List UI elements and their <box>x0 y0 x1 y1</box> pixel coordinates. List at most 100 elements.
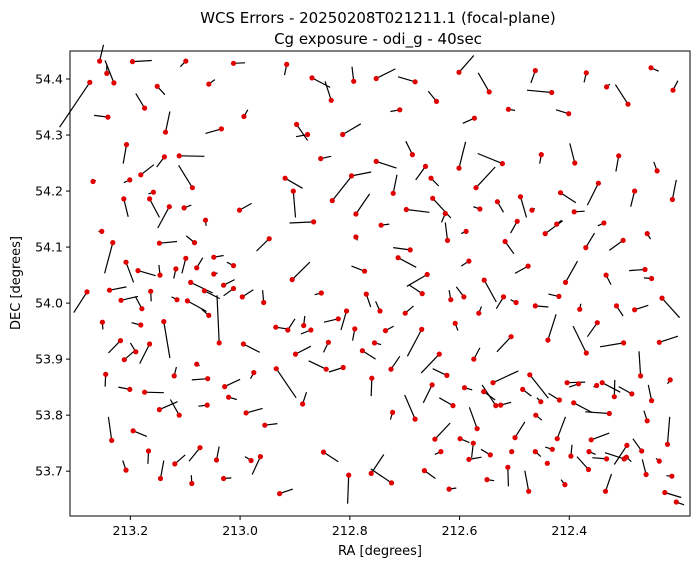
star-point <box>527 372 533 378</box>
star-point <box>632 307 638 313</box>
star-point <box>554 221 560 227</box>
error-vector <box>572 325 587 354</box>
star-point <box>463 228 469 234</box>
star-point <box>377 308 383 314</box>
star-point <box>486 89 492 95</box>
star-point <box>562 279 569 285</box>
star-point <box>284 61 290 67</box>
star-point <box>147 341 153 347</box>
error-vector <box>415 166 426 181</box>
star-point <box>436 351 442 357</box>
error-vector <box>569 143 576 164</box>
star-point <box>352 326 358 332</box>
star-point <box>664 441 671 447</box>
error-vector <box>205 128 222 134</box>
error-vector <box>362 350 376 360</box>
star-point <box>562 482 568 488</box>
star-point <box>359 348 365 354</box>
star-point <box>450 403 456 409</box>
star-point <box>448 297 454 303</box>
star-point <box>444 372 450 378</box>
error-vector <box>393 247 411 251</box>
star-point <box>129 59 136 65</box>
star-point <box>662 489 668 496</box>
error-vector <box>573 402 593 413</box>
error-vector <box>544 220 564 235</box>
star-point <box>583 70 589 76</box>
star-point <box>438 449 444 455</box>
star-point <box>514 218 520 224</box>
error-vector <box>376 160 397 169</box>
error-vector <box>190 281 213 294</box>
star-point <box>174 297 180 303</box>
error-vector <box>331 176 352 201</box>
star-point <box>161 319 167 325</box>
star-point <box>103 371 109 377</box>
star-point <box>557 190 564 196</box>
error-vector <box>99 44 105 62</box>
star-point <box>422 163 429 169</box>
star-point <box>104 70 110 76</box>
error-vector <box>308 360 327 370</box>
error-vector <box>629 268 646 272</box>
plot-area <box>59 44 685 506</box>
x-tick-label: 213.2 <box>112 523 148 538</box>
star-point <box>442 210 448 217</box>
error-vector <box>475 166 496 189</box>
error-vector <box>615 155 620 172</box>
star-point <box>266 236 272 242</box>
star-point <box>407 247 413 253</box>
star-point <box>230 60 237 66</box>
star-point <box>138 172 144 178</box>
star-point <box>230 263 237 269</box>
error-vector <box>370 378 373 397</box>
star-point <box>318 290 324 296</box>
plot-frame <box>69 50 691 517</box>
error-vector <box>187 300 207 313</box>
y-tick-label: 53.8 <box>35 408 63 423</box>
star-point <box>320 449 327 455</box>
star-point <box>532 303 538 309</box>
error-vector <box>524 470 530 492</box>
star-point <box>613 303 620 309</box>
star-point <box>476 310 482 316</box>
star-point <box>667 377 673 383</box>
star-point <box>308 327 314 333</box>
star-point <box>544 460 550 466</box>
error-vector <box>585 232 596 248</box>
star-point <box>343 308 350 314</box>
star-point <box>121 357 127 363</box>
error-vector <box>144 391 164 394</box>
star-point <box>353 211 359 217</box>
star-point <box>173 266 179 272</box>
star-point <box>181 205 187 211</box>
error-vector <box>661 297 681 319</box>
star-point <box>176 153 182 159</box>
error-vector <box>107 416 113 441</box>
star-point <box>512 435 518 441</box>
error-vector <box>149 198 160 218</box>
error-vector <box>135 93 146 109</box>
star-point <box>368 470 374 476</box>
star-point <box>135 268 141 274</box>
star-point <box>285 327 291 333</box>
x-axis-label: RA [degrees] <box>338 544 422 559</box>
star-point <box>604 84 610 90</box>
star-point <box>262 422 268 428</box>
star-point <box>251 370 257 376</box>
star-point <box>571 400 577 406</box>
error-vector <box>529 374 549 399</box>
star-point <box>549 446 555 452</box>
star-point-layer <box>84 58 679 505</box>
error-vector <box>342 123 362 136</box>
star-point <box>623 454 630 460</box>
star-point <box>456 69 462 75</box>
star-point <box>105 114 111 120</box>
error-vector <box>256 238 270 252</box>
star-point <box>133 349 139 355</box>
star-point <box>221 475 227 482</box>
star-point <box>127 177 133 183</box>
y-tick-label: 53.9 <box>35 352 63 367</box>
error-vector <box>179 155 205 157</box>
